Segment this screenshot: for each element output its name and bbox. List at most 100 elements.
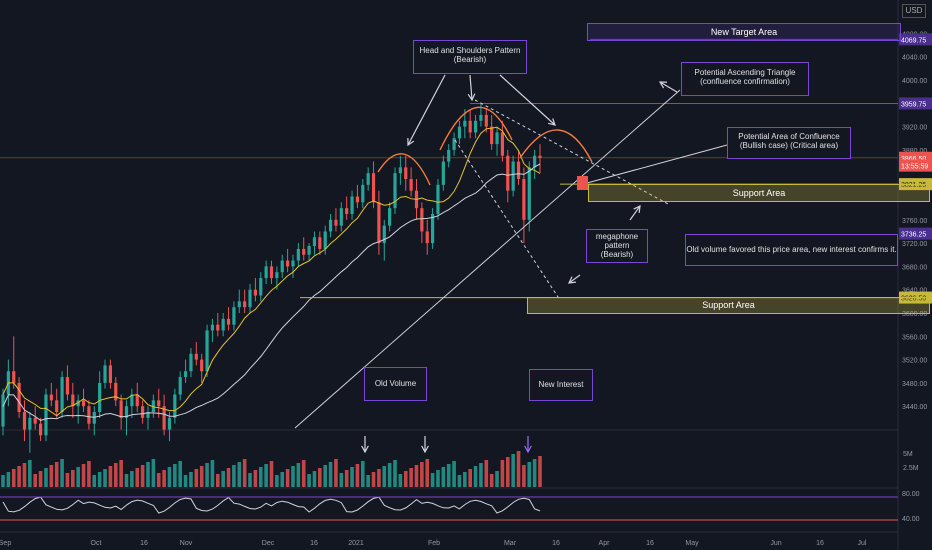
- volume-bar: [65, 473, 70, 487]
- volume-bar: [140, 465, 145, 487]
- volume-bar: [167, 467, 172, 487]
- hs-pattern-label: Head and Shoulders Pattern (Bearish): [413, 40, 527, 74]
- volume-bar: [178, 461, 183, 487]
- support-area-upper: Support Area: [588, 184, 930, 202]
- volume-bar: [92, 475, 97, 487]
- price-badge-text: 4069.75: [901, 37, 926, 44]
- candle-body: [495, 132, 499, 145]
- hs-arrow-right: [499, 74, 556, 126]
- volume-bar: [156, 473, 161, 487]
- candle-body: [114, 382, 118, 401]
- candle-body: [452, 138, 456, 150]
- candle-body: [119, 400, 123, 418]
- price-tick: 3720.00: [902, 241, 927, 248]
- volume-bar: [210, 460, 215, 487]
- triangle-arrow: [659, 81, 678, 93]
- volume-bar: [511, 454, 515, 487]
- support-area-lower: Support Area: [527, 297, 930, 314]
- candle-body: [55, 400, 59, 413]
- price-tick: 3440.00: [902, 404, 927, 411]
- volume-bar: [522, 465, 526, 487]
- price-tick: 3880.00: [902, 148, 927, 155]
- candle-body: [264, 266, 268, 279]
- time-tick: 16: [140, 540, 148, 547]
- candle-body: [162, 406, 166, 430]
- candle-body: [339, 208, 343, 226]
- price-tick: 4040.00: [902, 55, 927, 62]
- candle-body: [447, 149, 451, 162]
- old-volume-arrow-2-head: [421, 445, 429, 454]
- volume-bar: [146, 462, 150, 487]
- currency-badge[interactable]: USD: [902, 4, 926, 18]
- candle-body: [269, 266, 274, 279]
- volume-bar: [479, 463, 483, 487]
- volume-bar: [264, 464, 268, 487]
- volume-bar: [339, 473, 344, 487]
- support-arrow: [568, 274, 581, 284]
- candle-body: [189, 353, 193, 372]
- candle-body: [511, 161, 515, 191]
- price-tick: 3640.00: [902, 288, 927, 295]
- volume-bar: [71, 470, 75, 487]
- time-tick: Apr: [599, 540, 611, 547]
- candle-body: [253, 289, 257, 296]
- volume-bar: [60, 459, 64, 487]
- candle-body: [221, 318, 225, 331]
- candle-body: [425, 231, 429, 244]
- candle-body: [146, 412, 150, 418]
- volume-bar: [414, 465, 419, 487]
- volume-bar: [87, 461, 91, 487]
- candle-body: [522, 179, 526, 220]
- candle-body: [22, 412, 27, 430]
- volume-tick: 5M: [903, 451, 913, 458]
- volume-bar: [275, 475, 279, 487]
- old-volume-arrow-1-head: [361, 445, 369, 454]
- candle-body: [490, 126, 494, 145]
- candle-body: [302, 248, 306, 255]
- candle-body: [65, 377, 70, 395]
- megaphone-lower: [454, 139, 561, 301]
- volume-bar: [119, 460, 123, 487]
- time-tick: 16: [816, 540, 824, 547]
- candle-body: [286, 260, 290, 267]
- right-shoulder-arc: [519, 129, 593, 163]
- candle-body: [81, 400, 86, 407]
- volume-bar: [291, 466, 295, 487]
- price-badge-text: 13:55:59: [901, 164, 928, 171]
- price-badge-text: 3866.50: [901, 156, 926, 163]
- volume-bar: [328, 462, 333, 487]
- volume-bar: [113, 463, 118, 487]
- candle-body: [237, 301, 241, 308]
- old-volume-label: Old Volume: [364, 367, 427, 401]
- candle-body: [17, 382, 21, 413]
- volume-bar: [221, 471, 225, 487]
- sma-fast-line: [2, 126, 541, 417]
- candle-body: [345, 208, 349, 214]
- volume-bar: [452, 461, 456, 487]
- candle-body: [183, 371, 188, 378]
- candle-body: [60, 377, 64, 413]
- candle-body: [457, 126, 462, 139]
- candle-body: [479, 114, 483, 121]
- volume-bar: [377, 469, 381, 487]
- megaphone-label: megaphone pattern (Bearish): [586, 229, 648, 263]
- candle-body: [178, 377, 182, 395]
- candle-body: [409, 179, 413, 191]
- critical-marker: [577, 176, 588, 190]
- head-arc: [439, 106, 513, 151]
- volume-bar: [436, 470, 440, 487]
- candle-body: [124, 406, 129, 418]
- volume-bar: [441, 467, 446, 487]
- candle-body: [280, 260, 284, 273]
- volume-tick: 2.5M: [903, 465, 919, 472]
- price-tick: 3600.00: [902, 311, 927, 318]
- volume-bar: [1, 475, 5, 487]
- volume-bar: [253, 470, 258, 487]
- volume-bar: [216, 474, 220, 487]
- time-tick: 16: [646, 540, 654, 547]
- candle-body: [28, 417, 32, 430]
- candle-body: [318, 237, 322, 249]
- candle-body: [350, 196, 354, 214]
